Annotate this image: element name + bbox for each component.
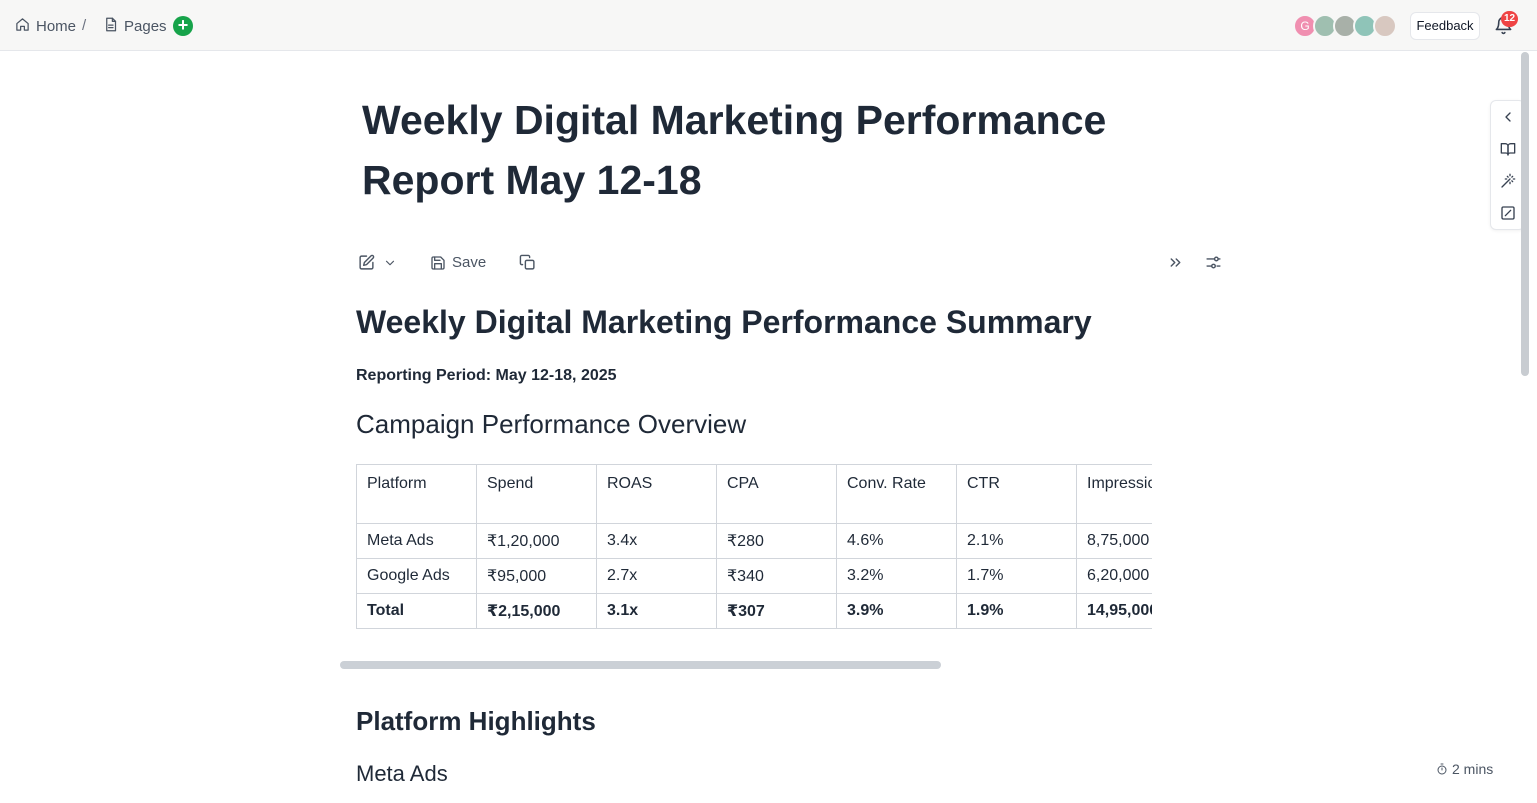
copy-icon [519,254,535,270]
table-horizontal-scrollbar[interactable] [340,661,941,669]
avatar[interactable] [1313,14,1337,38]
table-cell[interactable]: 3.9% [836,593,957,629]
table-cell[interactable]: Meta Ads [356,523,477,559]
read-time: 2 mins [1436,761,1493,777]
table-header-cell[interactable]: Conv. Rate [836,464,957,524]
page-title[interactable]: Weekly Digital Marketing Performance Rep… [362,97,1107,203]
table-cell[interactable]: ₹1,20,000 [476,523,597,559]
side-toolbar [1490,100,1525,230]
pencil-square-icon [359,254,375,270]
table-cell[interactable]: ₹2,15,000 [476,593,597,629]
table-header-cell[interactable]: CTR [956,464,1077,524]
duplicate-button[interactable] [519,254,536,271]
breadcrumb-separator: / [82,17,87,34]
table-header-cell[interactable]: ROAS [596,464,717,524]
save-icon [431,255,445,270]
performance-table[interactable]: Platform Spend ROAS CPA Conv. Rate CTR Impress… [356,464,1152,630]
breadcrumb-home[interactable]: Home [15,17,76,36]
summary-heading[interactable]: Weekly Digital Marketing Performance Sum… [356,304,1092,340]
breadcrumb-pages[interactable]: Pages [103,17,167,36]
table-total-row: Total ₹2,15,000 3.1x ₹307 3.9% 1.9% 14,95,000 [356,593,1152,629]
table-header-cell[interactable]: Spend [476,464,597,524]
table-cell[interactable]: Google Ads [356,558,477,594]
avatar-initial: G [1300,19,1310,33]
book-icon [1500,143,1516,156]
chevron-left-icon [1505,112,1511,122]
table-cell[interactable]: 6,20,000 [1076,558,1152,594]
document-toolbar: Save [358,254,1224,276]
collaborator-avatars[interactable]: G [1293,14,1397,38]
feedback-button[interactable]: Feedback [1410,12,1480,40]
platform-highlights-heading[interactable]: Platform Highlights [356,706,596,736]
table-cell[interactable]: 3.4x [596,523,717,559]
table-cell[interactable]: 14,95,000 [1076,593,1152,629]
table-cell[interactable]: ₹95,000 [476,558,597,594]
add-page-button[interactable]: + [173,16,193,36]
breadcrumb-home-label: Home [36,18,77,35]
read-mode-button[interactable] [1500,141,1516,157]
table-cell[interactable]: 1.7% [956,558,1077,594]
save-button[interactable]: Save [430,254,486,271]
magic-wand-icon [1501,173,1516,188]
chevrons-right-icon [1170,258,1181,267]
table-cell[interactable]: 2.1% [956,523,1077,559]
table-cell[interactable]: Total [356,593,477,629]
table-header-cell[interactable]: Impressions [1076,464,1152,524]
table-header-cell[interactable]: Platform [356,464,477,524]
table-header-cell[interactable]: CPA [716,464,837,524]
table-header-row: Platform Spend ROAS CPA Conv. Rate CTR Impress… [356,464,1152,524]
table-row: Meta Ads ₹1,20,000 3.4x ₹280 4.6% 2.1% 8,75,00… [356,523,1152,559]
table-cell[interactable]: 3.2% [836,558,957,594]
save-label: Save [452,254,487,271]
ai-assist-button[interactable] [1500,173,1516,189]
page-icon [103,17,118,36]
meta-ads-heading[interactable]: Meta Ads [356,761,448,786]
page-scrollbar[interactable] [1521,52,1529,376]
table-row: Google Ads ₹95,000 2.7x ₹340 3.2% 1.7% 6,20,00… [356,558,1152,594]
breadcrumb-pages-label: Pages [124,18,167,35]
table-cell[interactable]: 1.9% [956,593,1077,629]
campaign-overview-heading[interactable]: Campaign Performance Overview [356,409,747,439]
avatar[interactable] [1373,14,1397,38]
timer-icon [1437,763,1447,775]
notification-badge: 12 [1501,11,1518,27]
edit-panel-button[interactable] [1500,205,1516,221]
expand-button[interactable] [1167,254,1184,271]
top-bar: Home / Pages + G Feedback 12 [0,0,1537,51]
table-cell[interactable]: 3.1x [596,593,717,629]
table-cell[interactable]: ₹340 [716,558,837,594]
page-settings-button[interactable] [1205,254,1222,271]
table-cell[interactable]: 8,75,000 [1076,523,1152,559]
table-cell[interactable]: ₹280 [716,523,837,559]
collapse-panel-button[interactable] [1500,109,1516,125]
sliders-icon [1206,256,1221,269]
read-time-label: 2 mins [1452,761,1494,777]
table-cell[interactable]: ₹307 [716,593,837,629]
reporting-period[interactable]: Reporting Period: May 12-18, 2025 [356,367,617,384]
edit-square-icon [1501,206,1515,220]
table-cell[interactable]: 4.6% [836,523,957,559]
chevron-down-icon [385,260,395,265]
home-icon [15,17,30,36]
edit-mode-dropdown[interactable] [358,254,397,271]
table-cell[interactable]: 2.7x [596,558,717,594]
